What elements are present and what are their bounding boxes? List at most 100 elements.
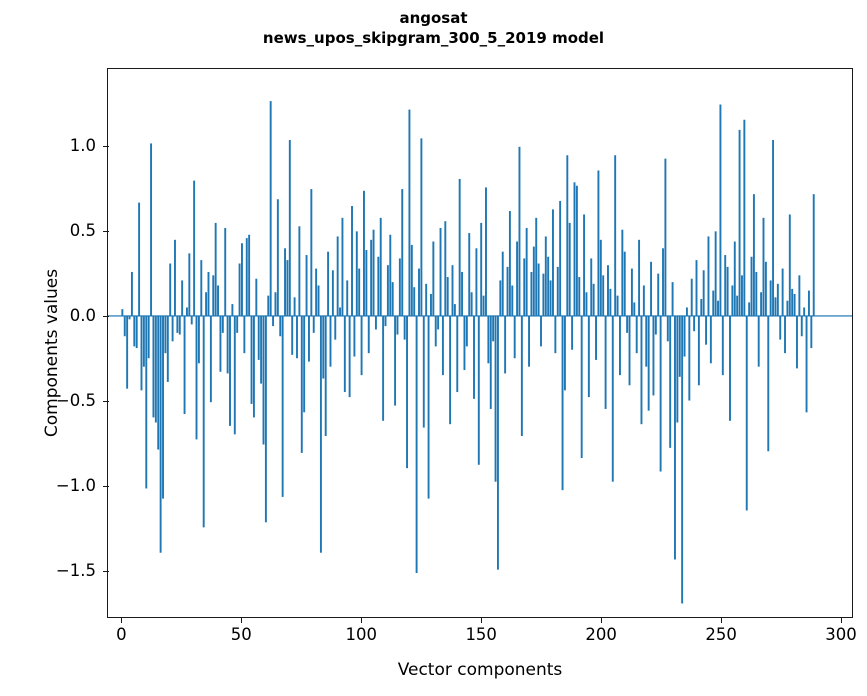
bar (195, 315, 198, 440)
bar (245, 238, 248, 316)
bar (724, 255, 727, 316)
bar (537, 263, 540, 316)
bar (664, 158, 667, 316)
bar (566, 155, 569, 316)
bar (611, 315, 614, 482)
bar (650, 261, 653, 316)
bar (616, 295, 619, 316)
bar (152, 315, 155, 418)
bar-series (108, 101, 852, 604)
bar (736, 295, 739, 316)
bar (721, 315, 724, 376)
bar (403, 315, 406, 340)
bar (583, 214, 586, 316)
bar (755, 271, 758, 316)
bar (602, 275, 605, 316)
bar (418, 268, 420, 316)
bar (552, 209, 554, 316)
bar (621, 229, 624, 316)
bar (252, 315, 255, 418)
bar (561, 315, 564, 491)
bar (243, 315, 246, 354)
bar (200, 260, 203, 316)
bar (676, 315, 679, 423)
bar (752, 194, 755, 316)
bar (329, 315, 332, 367)
bar (226, 315, 229, 374)
bar (133, 315, 136, 347)
bar (343, 315, 346, 393)
bar (743, 119, 746, 316)
bar (339, 307, 342, 316)
bar (363, 190, 365, 316)
bar (595, 315, 597, 360)
bar (219, 315, 222, 372)
bar (384, 315, 387, 327)
bar (468, 233, 471, 316)
bar (707, 236, 710, 316)
bar (750, 256, 753, 316)
bar (410, 244, 413, 316)
bar (657, 273, 660, 316)
bar (183, 315, 186, 415)
bar (286, 260, 289, 316)
bar (157, 315, 160, 450)
bar (786, 300, 789, 316)
bar (587, 315, 590, 398)
bar (554, 315, 557, 354)
bar (154, 315, 157, 423)
bar (382, 315, 385, 421)
bar (437, 315, 440, 330)
y-tick-label: −1.0 (55, 475, 96, 495)
bar (355, 231, 358, 316)
bar (181, 280, 184, 316)
bar (733, 241, 736, 316)
chart-title-line-2: news_upos_skipgram_300_5_2019 model (262, 29, 605, 47)
plot-area (107, 68, 853, 618)
bar (432, 241, 435, 316)
y-tick-label: −1.5 (55, 560, 96, 580)
x-tick-label: 0 (116, 625, 127, 644)
bar (528, 315, 530, 367)
chart-title: angosat news_upos_skipgram_300_5_2019 mo… (0, 8, 867, 48)
bar (413, 287, 416, 316)
bar (319, 315, 322, 553)
bar (461, 271, 464, 316)
bar (284, 248, 286, 316)
bar (700, 299, 703, 316)
bar (281, 315, 284, 497)
bar (798, 275, 801, 316)
bar (126, 315, 129, 389)
bar (202, 315, 205, 528)
bar (762, 217, 765, 316)
bar (609, 288, 612, 316)
y-tick-mark (103, 400, 109, 402)
bar (729, 315, 731, 421)
bar (453, 304, 456, 316)
bar (626, 315, 629, 333)
bar (717, 300, 719, 316)
bar (549, 280, 552, 316)
bar (487, 315, 490, 364)
bar (465, 315, 468, 347)
bar (709, 315, 712, 364)
y-tick-mark (103, 231, 109, 232)
bar (420, 138, 423, 316)
bar (217, 285, 220, 316)
bar (623, 251, 626, 316)
bar (128, 315, 131, 320)
y-tick-mark (103, 485, 109, 487)
bar (197, 315, 200, 364)
bar (669, 315, 672, 448)
bar (638, 239, 641, 316)
bar (250, 315, 253, 404)
bar (585, 292, 588, 316)
y-tick-mark (103, 146, 109, 148)
bar (238, 263, 241, 316)
bar (205, 292, 208, 316)
bar (212, 275, 215, 316)
chart-title-line-1: angosat (399, 9, 468, 27)
bar (530, 271, 533, 316)
bar (269, 101, 272, 316)
bar (169, 263, 172, 316)
